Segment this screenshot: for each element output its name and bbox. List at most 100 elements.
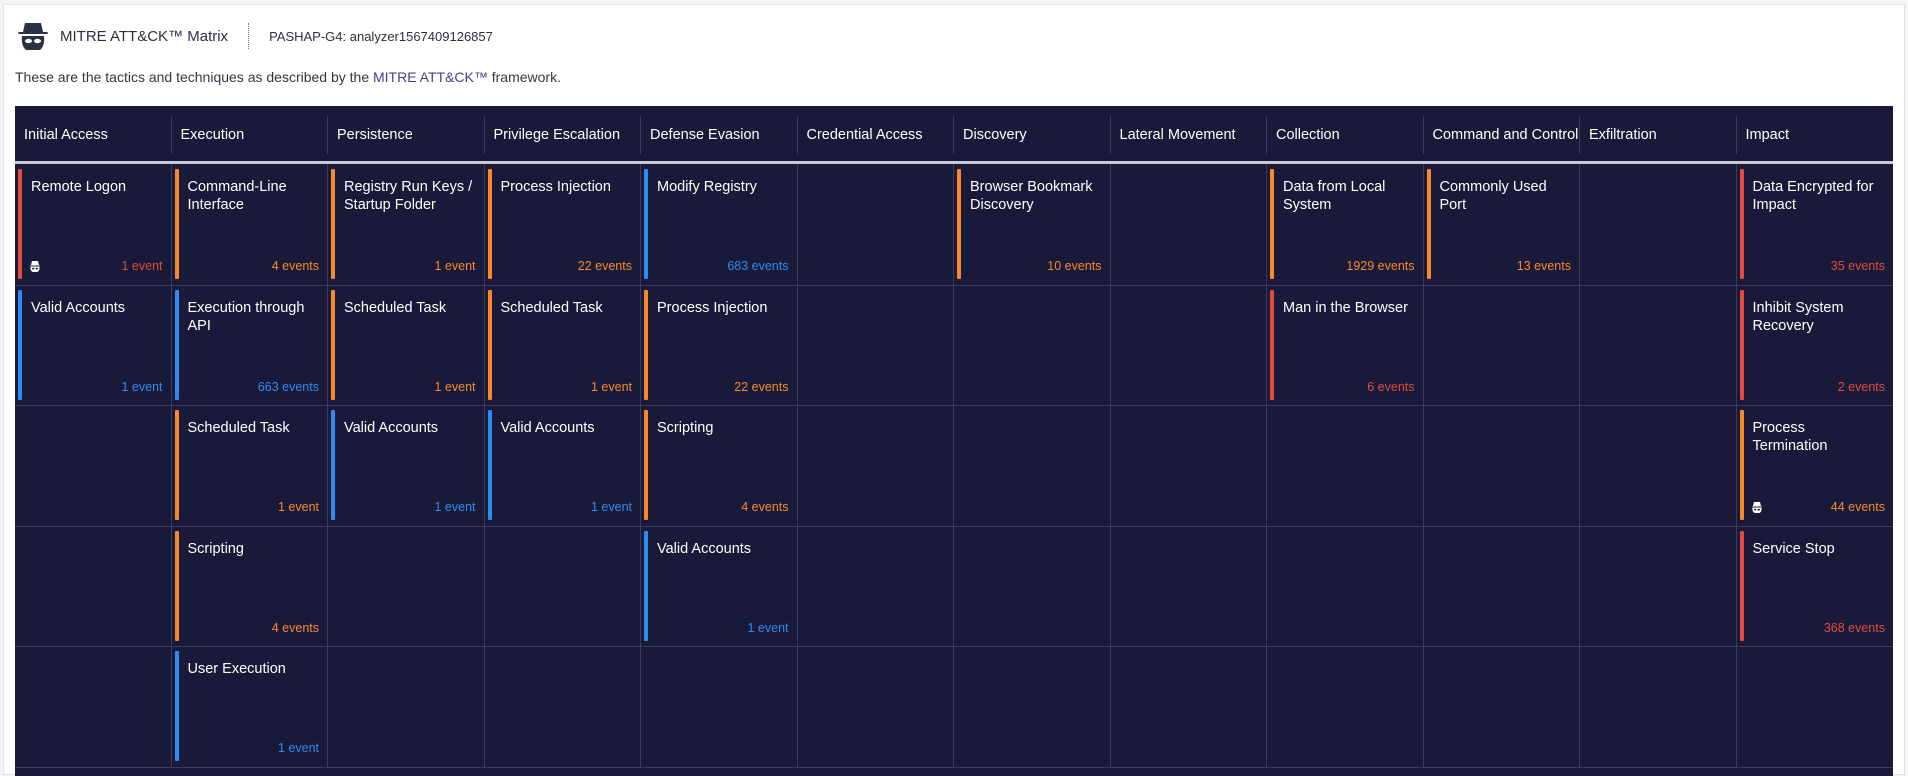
technique-name: Scheduled Task: [344, 299, 447, 316]
severity-bar: [1739, 410, 1744, 520]
technique-name: Commonly Used Port: [1439, 179, 1547, 213]
event-count: 663 events: [257, 379, 319, 394]
technique-name: Inhibit System Recovery: [1752, 299, 1844, 334]
technique-name: Process Termination: [1752, 420, 1828, 454]
technique-name: Service Stop: [1752, 540, 1835, 557]
event-count: 22 events: [734, 379, 789, 394]
technique-card[interactable]: Valid Accounts 1 event: [18, 289, 167, 400]
technique-card[interactable]: Scripting 4 events: [174, 530, 324, 641]
event-count: 6 events: [1367, 379, 1415, 394]
event-count: 1 event: [434, 500, 476, 514]
severity-bar: [331, 410, 335, 520]
tactic-header-impact: Impact: [1745, 127, 1790, 143]
severity-bar: [1739, 169, 1744, 279]
technique-card[interactable]: Man in the Browser 6 events: [1270, 289, 1419, 400]
event-count: 1 event: [434, 259, 476, 273]
event-count: 4 events: [271, 259, 319, 273]
event-count: 4 events: [741, 500, 789, 514]
page-title: MITRE ATT&CK™ Matrix: [60, 27, 229, 45]
spy-icon: [18, 23, 48, 50]
tactic-column-credential-access: [798, 164, 954, 768]
technique-card[interactable]: Scheduled Task 1 event: [331, 289, 480, 400]
technique-card[interactable]: Process Injection 22 events: [487, 169, 637, 279]
severity-bar: [1739, 530, 1744, 641]
description-text-end: framework.: [487, 69, 561, 85]
technique-card[interactable]: Registry Run Keys / Startup Folder 1 even…: [331, 169, 480, 279]
technique-card[interactable]: Process Injection 22 events: [644, 289, 793, 400]
technique-card[interactable]: Execution through API 663 events: [174, 289, 324, 400]
event-count: 1 event: [747, 620, 789, 635]
technique-name: User Execution: [187, 661, 286, 677]
tactic-header-initial-access: Initial Access: [15, 116, 172, 154]
panel-header: MITRE ATT&CK™ Matrix PASHAP-G4: analyzer…: [16, 19, 493, 53]
tactic-header-command-and-control: Command and Control: [1424, 116, 1580, 154]
severity-bar: [331, 169, 335, 279]
technique-card[interactable]: Scheduled Task 1 event: [174, 410, 324, 520]
technique-name: Command-Line Interface: [187, 179, 287, 213]
tactic-header-exfiltration: Exfiltration: [1580, 116, 1737, 154]
tactic-column-persistence: Registry Run Keys / Startup Folder 1 even…: [328, 164, 485, 768]
technique-card[interactable]: User Execution 1 event: [174, 651, 324, 761]
technique-card[interactable]: Inhibit System Recovery 2 events: [1739, 289, 1890, 400]
description-text: These are the tactics and techniques as …: [15, 69, 373, 85]
event-count: 10 events: [1047, 259, 1102, 273]
technique-card[interactable]: Valid Accounts 1 event: [487, 410, 637, 520]
row-divider: [15, 405, 1893, 406]
attack-matrix: Initial Access Execution Persistence Privil…: [15, 106, 1893, 776]
tactic-header-credential-access: Credential Access: [798, 116, 954, 154]
event-count: 1 event: [277, 741, 319, 755]
technique-card[interactable]: Browser Bookmark Discovery 10 events: [957, 169, 1106, 279]
technique-card[interactable]: Data Encrypted for Impact 35 events: [1739, 169, 1890, 279]
severity-bar: [487, 410, 492, 520]
event-count: 1 event: [121, 259, 163, 273]
tactic-column-defense-evasion: Modify Registry 683 events Process Injecti…: [641, 164, 798, 768]
technique-card[interactable]: Data from Local System 1929 events: [1270, 169, 1419, 279]
event-count: 35 events: [1830, 259, 1885, 273]
technique-card[interactable]: Service Stop 368 events: [1739, 530, 1890, 641]
severity-bar: [487, 169, 492, 279]
technique-card[interactable]: Commonly Used Port 13 events: [1426, 169, 1576, 279]
severity-bar: [18, 289, 22, 400]
technique-name: Valid Accounts: [344, 420, 439, 436]
technique-name: Valid Accounts: [657, 540, 752, 557]
tactic-column-discovery: Browser Bookmark Discovery 10 events: [954, 164, 1111, 768]
event-count: 1 event: [434, 379, 476, 394]
technique-card[interactable]: Scripting 4 events: [644, 410, 793, 520]
tactic-column-initial-access: Remote Logon 1 event Valid Accounts 1 event: [15, 164, 172, 768]
technique-card[interactable]: Modify Registry 683 events: [644, 169, 793, 279]
event-count: 368 events: [1823, 620, 1885, 635]
severity-bar: [331, 289, 335, 400]
tactic-header-privilege-escalation: Privilege Escalation: [485, 116, 641, 154]
technique-card[interactable]: Command-Line Interface 4 events: [174, 169, 324, 279]
technique-name: Data Encrypted for Impact: [1752, 179, 1874, 213]
tactic-header-persistence: Persistence: [328, 116, 485, 154]
technique-card[interactable]: Valid Accounts 1 event: [644, 530, 793, 641]
technique-name: Browser Bookmark Discovery: [970, 179, 1093, 213]
mitre-link[interactable]: MITRE ATT&CK™: [373, 69, 488, 85]
technique-card[interactable]: Valid Accounts 1 event: [331, 410, 480, 520]
severity-bar: [174, 410, 179, 520]
technique-name: Process Injection: [500, 179, 611, 195]
event-count: 1 event: [590, 500, 632, 514]
event-count: 1 event: [277, 500, 319, 514]
technique-name: Registry Run Keys / Startup Folder: [344, 179, 473, 213]
tactic-column-privilege-escalation: Process Injection 22 events Scheduled Task…: [485, 164, 641, 768]
technique-card[interactable]: Scheduled Task 1 event: [487, 289, 637, 400]
severity-bar: [1426, 169, 1431, 279]
technique-name: Scripting: [657, 420, 714, 436]
event-count: 44 events: [1830, 500, 1885, 514]
tactics-header: Initial Access Execution Persistence Privil…: [15, 106, 1893, 164]
technique-card[interactable]: Remote Logon 1 event: [18, 169, 167, 279]
event-count: 4 events: [271, 620, 319, 635]
technique-card[interactable]: Process Termination 44 events: [1739, 410, 1890, 520]
event-count: 1 event: [590, 379, 632, 394]
severity-bar: [957, 169, 961, 279]
row-divider: [15, 284, 1893, 286]
severity-bar: [174, 651, 179, 761]
severity-bar: [644, 530, 648, 641]
severity-bar: [487, 289, 492, 400]
tactic-column-execution: Command-Line Interface 4 events Execution …: [172, 164, 328, 768]
technique-name: Modify Registry: [657, 179, 757, 195]
severity-bar: [644, 289, 648, 400]
tactic-column-impact: Data Encrypted for Impact 35 events Inhibi…: [1737, 164, 1894, 768]
